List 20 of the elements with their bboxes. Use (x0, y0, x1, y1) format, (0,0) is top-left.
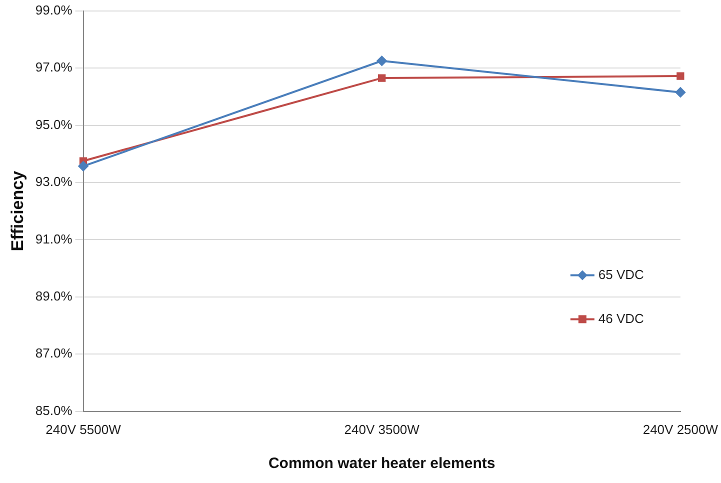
y-tick-label: 97.0% (35, 60, 73, 75)
y-tick-label: 95.0% (35, 116, 73, 132)
point (376, 56, 387, 66)
y-axis-title: Efficiency (8, 170, 27, 252)
x-tick-label: 240V 2500W (642, 422, 719, 437)
point (378, 74, 386, 82)
y-tick-label: 87.0% (35, 346, 73, 361)
point (78, 161, 88, 172)
legend-label: 65 VDC (598, 266, 644, 282)
y-tick-label: 89.0% (35, 288, 73, 304)
y-tick-label: 99.0% (35, 2, 73, 18)
y-tick-label: 93.0% (35, 174, 73, 190)
x-tick-label: 240V 3500W (344, 422, 420, 437)
x-tick-label: 240V 5500W (46, 422, 122, 437)
y-tick-label: 85.0% (35, 402, 73, 418)
point (676, 72, 684, 80)
legend-label: 46 VDC (598, 310, 644, 326)
y-tick-label: 91.0% (35, 231, 73, 246)
x-axis-title: Common water heater elements (268, 455, 496, 472)
point (675, 87, 686, 98)
